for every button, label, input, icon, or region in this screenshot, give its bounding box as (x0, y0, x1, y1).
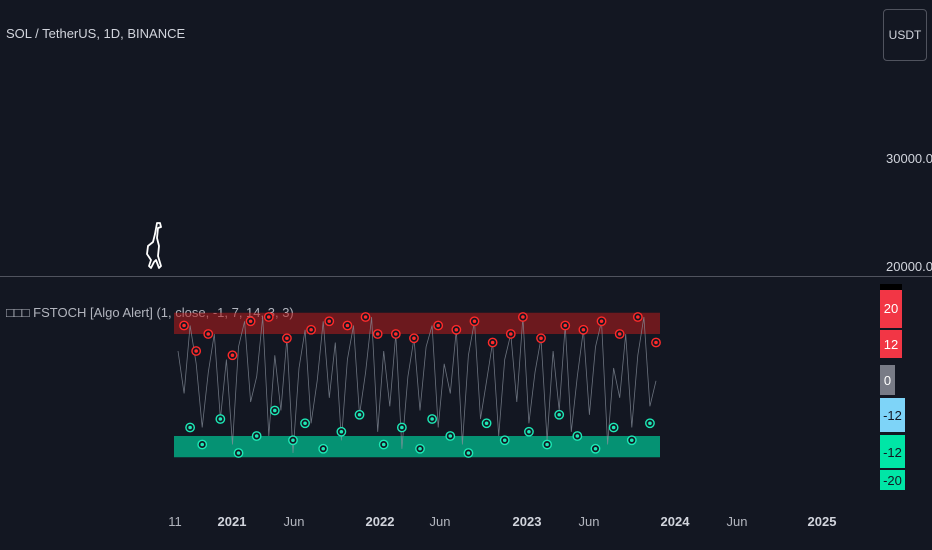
buy-signal-dot (466, 451, 471, 455)
fstoch-line (177, 316, 657, 454)
sell-signal-dot (327, 319, 332, 324)
buy-signal-dot (236, 451, 241, 455)
sell-signal-dot (636, 315, 640, 319)
scale-badge: 20 (880, 288, 902, 328)
sell-signal-dot (454, 327, 459, 332)
sell-signal-dot (539, 336, 543, 341)
time-tick: 2021 (217, 514, 247, 529)
time-tick: Jun (726, 514, 748, 529)
currency-button[interactable]: USDT (883, 9, 927, 61)
buy-signal-dot (629, 438, 634, 443)
buy-signal-dot (502, 438, 507, 443)
buy-signal-dot (484, 421, 489, 426)
symbol-title: SOL / TetherUS, 1D, BINANCE (6, 26, 186, 41)
buy-signal-dot (557, 412, 561, 417)
sell-signal-dot (599, 319, 604, 324)
buy-signal-dot (527, 429, 531, 434)
sell-signal-dot (412, 336, 416, 341)
sell-signal-dot (345, 323, 350, 328)
time-tick: 2024 (660, 514, 690, 529)
scale-badge: 0 (880, 365, 895, 395)
sell-signal-dot (436, 323, 440, 328)
sell-signal-dot (654, 340, 658, 345)
dinosaur-icon (143, 220, 165, 272)
buy-signal-dot (430, 417, 434, 421)
buy-signal-dot (448, 434, 453, 438)
scale-badge: -12 (880, 398, 905, 432)
sell-signal-dot (285, 336, 289, 341)
time-tick: Jun (429, 514, 451, 529)
buy-signal-dot (357, 412, 362, 417)
buy-signal-dot (400, 425, 404, 430)
time-tick: 2025 (807, 514, 837, 529)
time-tick: 2022 (365, 514, 395, 529)
buy-signal-dot (648, 421, 652, 426)
sell-signal-dot (206, 332, 211, 336)
sell-signal-dot (472, 319, 477, 324)
buy-signal-dot (575, 434, 580, 438)
sell-signal-dot (394, 332, 398, 336)
time-tick: 11 (168, 514, 182, 529)
scale-badge: -20 (880, 470, 905, 490)
sell-signal-dot (309, 327, 313, 332)
sell-signal-dot (230, 353, 235, 358)
time-tick: 2023 (512, 514, 542, 529)
time-tick: Jun (578, 514, 600, 529)
sell-signal-dot (182, 323, 186, 328)
buy-signal-dot (200, 442, 205, 447)
time-tick: Jun (283, 514, 305, 529)
scale-badge: -12 (880, 435, 905, 468)
sell-signal-dot (266, 315, 271, 319)
sell-signal-dot (490, 340, 495, 345)
price-tick: 30000.00 (886, 151, 932, 166)
buy-signal-dot (593, 446, 598, 451)
buy-signal-dot (254, 434, 259, 438)
scale-badge-cap (880, 284, 902, 290)
sell-signal-dot (581, 327, 586, 332)
buy-signal-dot (188, 425, 192, 430)
sell-signal-dot (194, 349, 198, 353)
buy-signal-dot (611, 425, 616, 430)
sell-signal-dot (363, 315, 368, 319)
overbought-zone (174, 312, 660, 334)
sell-signal-dot (248, 319, 253, 324)
pane-divider[interactable] (0, 276, 932, 277)
sell-signal-dot (375, 332, 380, 336)
sell-signal-dot (508, 332, 513, 336)
buy-signal-dot (545, 442, 549, 447)
buy-signal-dot (273, 408, 277, 413)
buy-signal-dot (218, 417, 223, 421)
buy-signal-dot (321, 446, 326, 451)
price-tick: 20000.00 (886, 259, 932, 274)
buy-signal-dot (291, 438, 295, 443)
sell-signal-dot (521, 315, 525, 319)
sell-signal-dot (617, 332, 622, 336)
buy-signal-dot (381, 442, 386, 447)
buy-signal-dot (303, 421, 307, 426)
buy-signal-dot (418, 446, 422, 451)
buy-signal-dot (339, 429, 344, 434)
scale-badge: 12 (880, 330, 902, 358)
sell-signal-dot (563, 323, 568, 328)
